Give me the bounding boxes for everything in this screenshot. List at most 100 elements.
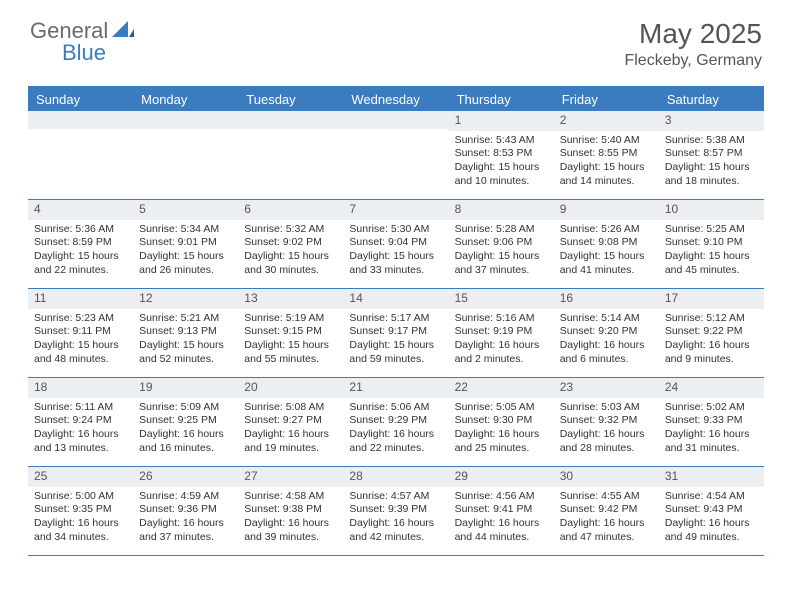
day-number: 22 [449,378,554,398]
day-details: Sunrise: 5:43 AMSunset: 8:53 PMDaylight:… [449,131,554,195]
day-number: 23 [554,378,659,398]
day-number: 17 [659,289,764,309]
sunrise-text: Sunrise: 5:26 AM [560,223,653,237]
sunset-text: Sunset: 9:33 PM [665,414,758,428]
daylight-text: and 39 minutes. [244,531,337,545]
day-number: 31 [659,467,764,487]
daylight-text: and 45 minutes. [665,264,758,278]
daylight-text: and 30 minutes. [244,264,337,278]
daylight-text: and 52 minutes. [139,353,232,367]
sunrise-text: Sunrise: 5:38 AM [665,134,758,148]
day-number: 9 [554,200,659,220]
sunset-text: Sunset: 9:41 PM [455,503,548,517]
sunset-text: Sunset: 9:13 PM [139,325,232,339]
sunrise-text: Sunrise: 5:19 AM [244,312,337,326]
calendar-cell: 7Sunrise: 5:30 AMSunset: 9:04 PMDaylight… [343,200,448,288]
day-header-monday: Monday [133,88,238,111]
sunrise-text: Sunrise: 5:06 AM [349,401,442,415]
day-number: 21 [343,378,448,398]
day-details: Sunrise: 5:19 AMSunset: 9:15 PMDaylight:… [238,309,343,373]
day-number: 7 [343,200,448,220]
sunrise-text: Sunrise: 5:32 AM [244,223,337,237]
sunrise-text: Sunrise: 4:59 AM [139,490,232,504]
calendar-cell: 26Sunrise: 4:59 AMSunset: 9:36 PMDayligh… [133,467,238,555]
calendar-cell: 10Sunrise: 5:25 AMSunset: 9:10 PMDayligh… [659,200,764,288]
daylight-text: and 41 minutes. [560,264,653,278]
daylight-text: and 13 minutes. [34,442,127,456]
day-header-tuesday: Tuesday [238,88,343,111]
day-header-wednesday: Wednesday [343,88,448,111]
day-number: 14 [343,289,448,309]
sunset-text: Sunset: 9:02 PM [244,236,337,250]
daylight-text: and 33 minutes. [349,264,442,278]
day-number: 28 [343,467,448,487]
week-row: 18Sunrise: 5:11 AMSunset: 9:24 PMDayligh… [28,378,764,467]
day-number: 30 [554,467,659,487]
daylight-text: and 48 minutes. [34,353,127,367]
sunset-text: Sunset: 8:57 PM [665,147,758,161]
sunrise-text: Sunrise: 5:21 AM [139,312,232,326]
sunrise-text: Sunrise: 5:43 AM [455,134,548,148]
sunrise-text: Sunrise: 5:00 AM [34,490,127,504]
sunrise-text: Sunrise: 5:34 AM [139,223,232,237]
sunrise-text: Sunrise: 4:57 AM [349,490,442,504]
day-number: 20 [238,378,343,398]
daylight-text: Daylight: 16 hours [560,339,653,353]
sunset-text: Sunset: 8:55 PM [560,147,653,161]
daylight-text: and 2 minutes. [455,353,548,367]
daylight-text: and 18 minutes. [665,175,758,189]
day-details: Sunrise: 4:58 AMSunset: 9:38 PMDaylight:… [238,487,343,551]
day-number: 11 [28,289,133,309]
daylight-text: and 14 minutes. [560,175,653,189]
daylight-text: Daylight: 15 hours [34,339,127,353]
sunset-text: Sunset: 9:27 PM [244,414,337,428]
calendar-cell: 30Sunrise: 4:55 AMSunset: 9:42 PMDayligh… [554,467,659,555]
day-number [343,111,448,129]
daylight-text: Daylight: 16 hours [560,517,653,531]
sunrise-text: Sunrise: 5:17 AM [349,312,442,326]
day-number: 18 [28,378,133,398]
day-number: 29 [449,467,554,487]
daylight-text: and 37 minutes. [139,531,232,545]
sunrise-text: Sunrise: 5:14 AM [560,312,653,326]
sunset-text: Sunset: 9:29 PM [349,414,442,428]
day-details: Sunrise: 5:23 AMSunset: 9:11 PMDaylight:… [28,309,133,373]
day-number: 6 [238,200,343,220]
daylight-text: Daylight: 15 hours [139,250,232,264]
sunrise-text: Sunrise: 4:54 AM [665,490,758,504]
day-details: Sunrise: 5:14 AMSunset: 9:20 PMDaylight:… [554,309,659,373]
daylight-text: and 10 minutes. [455,175,548,189]
day-number: 15 [449,289,554,309]
calendar-cell [238,111,343,199]
day-details: Sunrise: 5:02 AMSunset: 9:33 PMDaylight:… [659,398,764,462]
daylight-text: Daylight: 15 hours [244,339,337,353]
sunrise-text: Sunrise: 5:05 AM [455,401,548,415]
calendar-cell: 3 Sunrise: 5:38 AMSunset: 8:57 PMDaylight… [659,111,764,199]
day-number: 19 [133,378,238,398]
day-details: Sunrise: 4:55 AMSunset: 9:42 PMDaylight:… [554,487,659,551]
sunrise-text: Sunrise: 5:40 AM [560,134,653,148]
day-details: Sunrise: 5:30 AMSunset: 9:04 PMDaylight:… [343,220,448,284]
sunset-text: Sunset: 9:20 PM [560,325,653,339]
daylight-text: Daylight: 16 hours [560,428,653,442]
day-number: 5 [133,200,238,220]
calendar-cell: 29Sunrise: 4:56 AMSunset: 9:41 PMDayligh… [449,467,554,555]
daylight-text: Daylight: 16 hours [244,428,337,442]
day-details: Sunrise: 5:12 AMSunset: 9:22 PMDaylight:… [659,309,764,373]
daylight-text: Daylight: 16 hours [455,428,548,442]
calendar-cell: 28Sunrise: 4:57 AMSunset: 9:39 PMDayligh… [343,467,448,555]
day-number: 3 [659,111,764,131]
day-number: 25 [28,467,133,487]
day-number: 8 [449,200,554,220]
daylight-text: Daylight: 15 hours [139,339,232,353]
day-details: Sunrise: 5:26 AMSunset: 9:08 PMDaylight:… [554,220,659,284]
daylight-text: Daylight: 15 hours [560,161,653,175]
daylight-text: and 22 minutes. [349,442,442,456]
logo: General Blue [30,18,136,44]
day-header-thursday: Thursday [449,88,554,111]
day-details: Sunrise: 4:56 AMSunset: 9:41 PMDaylight:… [449,487,554,551]
daylight-text: Daylight: 15 hours [665,161,758,175]
daylight-text: Daylight: 16 hours [349,428,442,442]
day-details: Sunrise: 5:34 AMSunset: 9:01 PMDaylight:… [133,220,238,284]
daylight-text: Daylight: 15 hours [349,339,442,353]
